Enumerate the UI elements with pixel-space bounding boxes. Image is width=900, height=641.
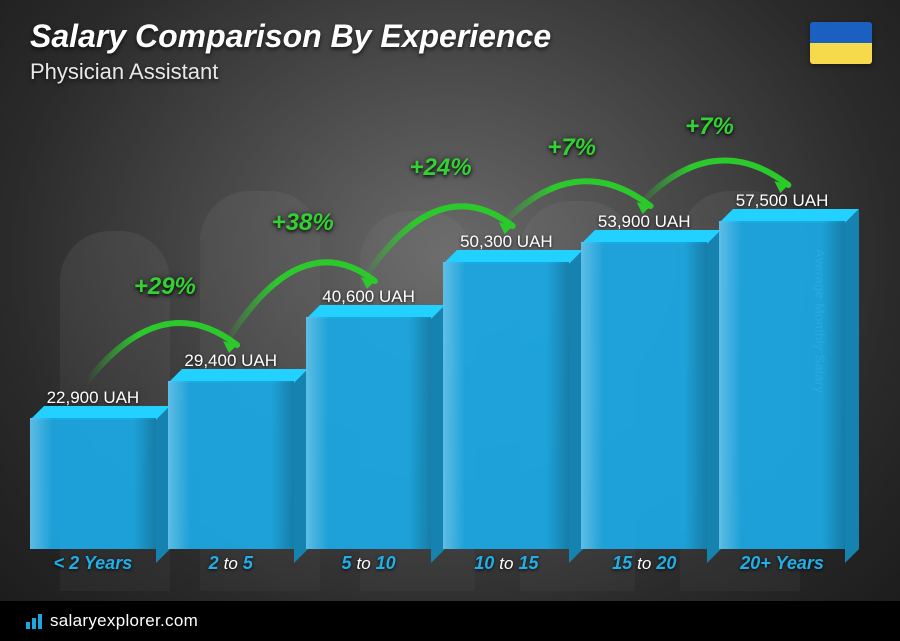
- bar-shape: [306, 317, 432, 549]
- x-label-2: 5 to 10: [306, 553, 432, 583]
- bar-shape: [581, 242, 707, 549]
- bar-shape: [719, 221, 845, 549]
- bars-container: 22,900 UAH 29,400 UAH 40,600 UAH 50,300 UAH…: [30, 130, 845, 549]
- bar-value-label: 40,600 UAH: [322, 287, 415, 307]
- bar-shape: [30, 418, 156, 549]
- bar-value-label: 50,300 UAH: [460, 232, 553, 252]
- salary-bar-chart: 22,900 UAH 29,400 UAH 40,600 UAH 50,300 UAH…: [30, 130, 845, 583]
- site-logo-icon: [24, 611, 44, 631]
- bar-4: 53,900 UAH: [581, 212, 707, 549]
- bar-shape: [443, 262, 569, 549]
- bar-value-label: 57,500 UAH: [736, 191, 829, 211]
- flag-bottom-stripe: [810, 43, 872, 64]
- country-flag-icon: [810, 22, 872, 64]
- bar-2: 40,600 UAH: [306, 287, 432, 549]
- site-name: salaryexplorer.com: [50, 611, 198, 631]
- x-label-4: 15 to 20: [581, 553, 707, 583]
- x-label-3: 10 to 15: [443, 553, 569, 583]
- bar-1: 29,400 UAH: [168, 351, 294, 549]
- bar-3: 50,300 UAH: [443, 232, 569, 549]
- page-subtitle: Physician Assistant: [30, 59, 870, 85]
- x-label-5: 20+ Years: [719, 553, 845, 583]
- bar-value-label: 22,900 UAH: [47, 388, 140, 408]
- x-label-0: < 2 Years: [30, 553, 156, 583]
- bar-5: 57,500 UAH: [719, 191, 845, 549]
- x-axis-labels: < 2 Years 2 to 5 5 to 10 10 to 15 15 to 20 20…: [30, 553, 845, 583]
- footer: salaryexplorer.com: [0, 601, 900, 641]
- bar-value-label: 53,900 UAH: [598, 212, 691, 232]
- x-label-1: 2 to 5: [168, 553, 294, 583]
- bar-value-label: 29,400 UAH: [184, 351, 277, 371]
- bar-0: 22,900 UAH: [30, 388, 156, 549]
- header: Salary Comparison By Experience Physicia…: [30, 18, 870, 85]
- page-title: Salary Comparison By Experience: [30, 18, 870, 55]
- bar-shape: [168, 381, 294, 549]
- flag-top-stripe: [810, 22, 872, 43]
